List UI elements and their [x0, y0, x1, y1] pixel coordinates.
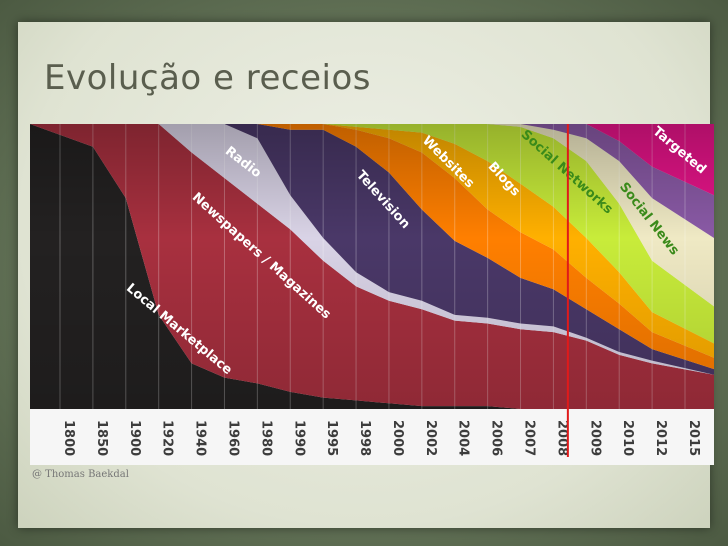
x-tick-label: 1998 — [357, 420, 372, 456]
x-tick-label: 1990 — [291, 420, 306, 456]
x-tick-label: 2006 — [489, 420, 504, 456]
plot-shading — [30, 124, 714, 409]
x-tick-label: 1850 — [94, 420, 109, 456]
x-tick-label: 1960 — [225, 420, 240, 456]
chart-credit: @ Thomas Baekdal — [32, 469, 129, 480]
x-tick-label: 2000 — [390, 420, 405, 456]
x-tick-label: 2015 — [686, 420, 701, 456]
x-tick-label: 2008 — [554, 420, 569, 456]
slide-title: Evolução e receios — [44, 58, 371, 98]
x-tick-label: 1995 — [324, 420, 339, 456]
x-axis-ticks: 1800 1850 1900 1920 1940 1960 1980 1990 1995 1998… — [61, 420, 701, 456]
x-tick-label: 2007 — [522, 420, 537, 456]
x-tick-label: 1940 — [193, 420, 208, 456]
x-tick-label: 1800 — [61, 420, 76, 456]
x-tick-label: 1980 — [258, 420, 273, 456]
x-tick-label: 1920 — [160, 420, 175, 456]
x-tick-label: 2010 — [620, 420, 635, 456]
x-tick-label: 2009 — [587, 420, 602, 456]
x-tick-label: 2004 — [456, 420, 471, 456]
x-tick-label: 2002 — [423, 420, 438, 456]
x-tick-label: 2012 — [653, 420, 668, 456]
axis-band — [30, 409, 714, 465]
x-tick-label: 1900 — [127, 420, 142, 456]
